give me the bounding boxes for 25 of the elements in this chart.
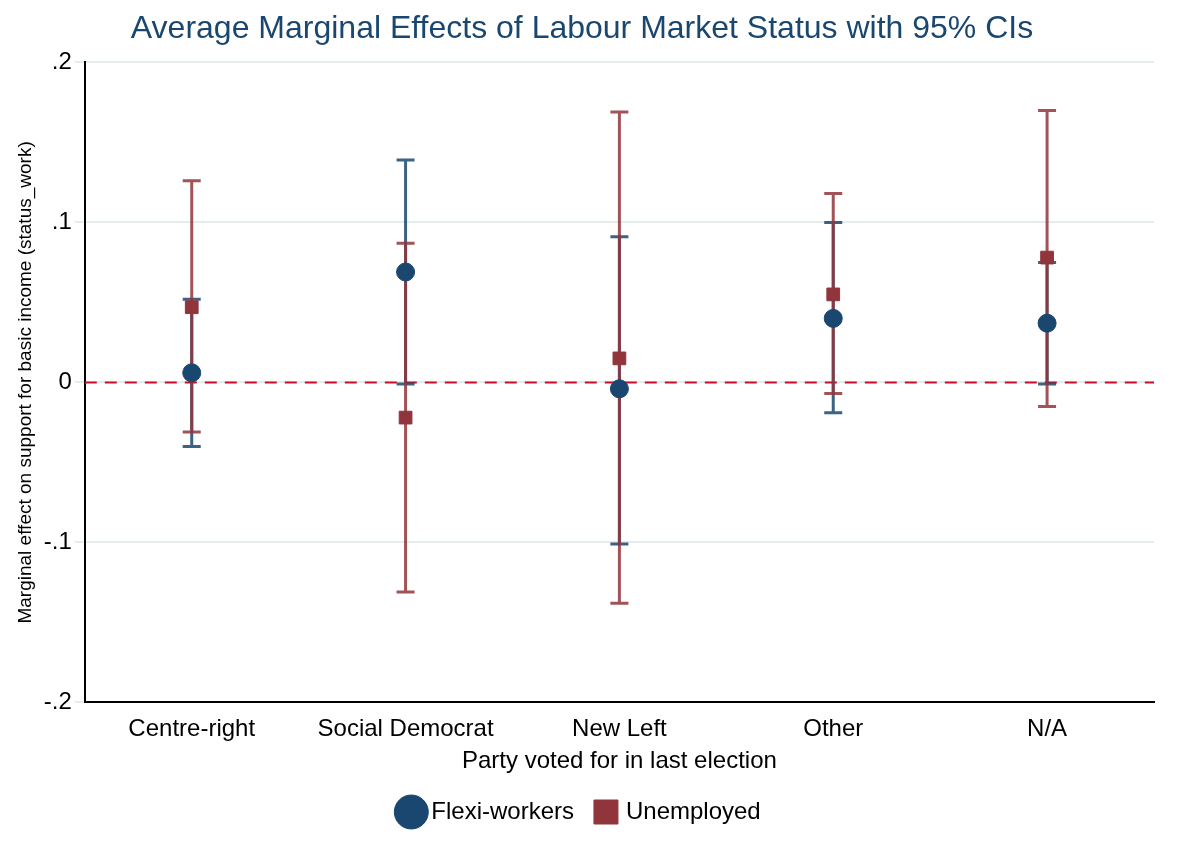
point — [1040, 250, 1054, 265]
x-tick-label: Social Democrat — [317, 714, 494, 742]
point — [826, 287, 841, 302]
legend-label: Flexi-workers — [431, 796, 574, 824]
y-tick-label: -.1 — [43, 527, 72, 555]
x-axis-title: Party voted for in last election — [461, 746, 777, 774]
point — [823, 308, 843, 328]
point — [182, 363, 202, 383]
y-tick-label: 0 — [58, 367, 72, 395]
x-tick-label: Centre-right — [128, 714, 256, 742]
legend-label: Unemployed — [625, 796, 761, 824]
point — [609, 379, 629, 399]
y-tick-label: -.2 — [43, 687, 72, 715]
point — [612, 351, 627, 366]
point — [398, 410, 413, 425]
point — [396, 262, 416, 282]
y-tick-label: .2 — [51, 47, 72, 75]
point — [184, 300, 199, 315]
x-tick-label: Other — [803, 714, 864, 742]
x-tick-label: N/A — [1027, 714, 1068, 742]
y-tick-label: .1 — [51, 207, 72, 235]
point — [1037, 313, 1057, 333]
x-tick-label: New Left — [572, 714, 668, 742]
y-axis-title: Marginal effect on support for basic income (status_work) — [13, 141, 36, 624]
chart-title: Average Marginal Effects of Labour Market Status with 95% CIs — [130, 9, 1034, 46]
